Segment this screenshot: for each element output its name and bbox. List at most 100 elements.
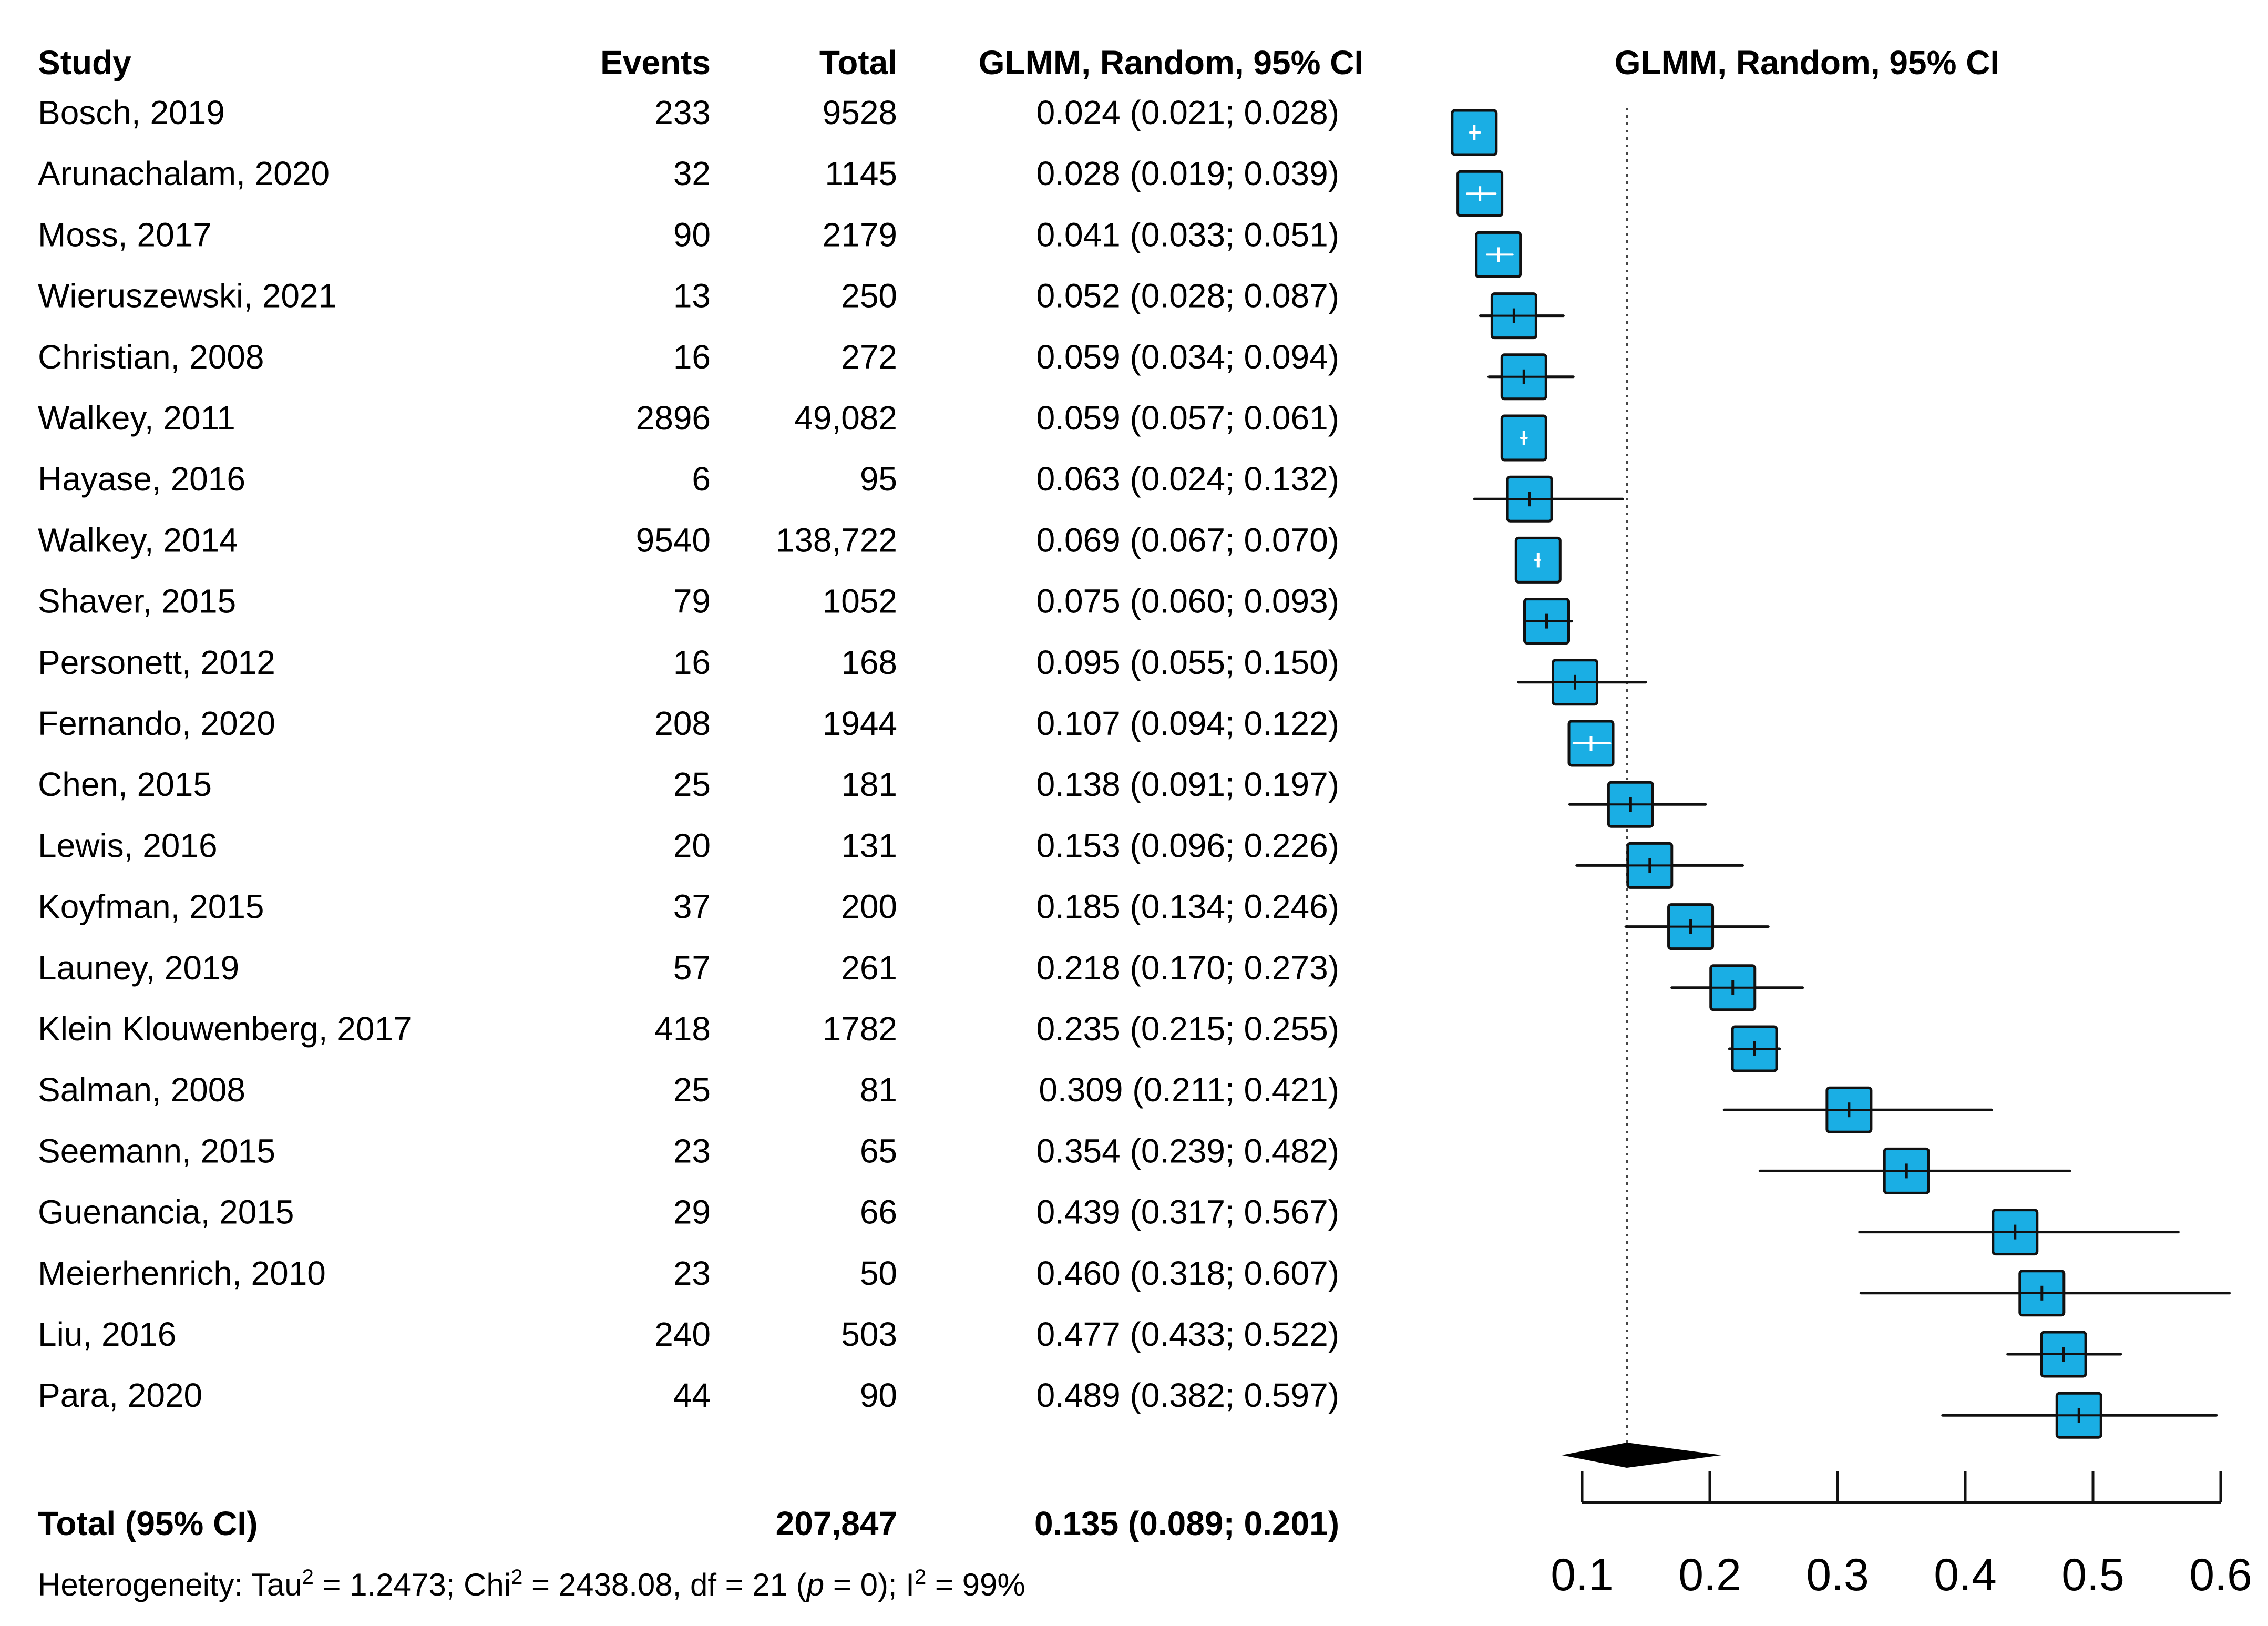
study-mark xyxy=(1517,659,1647,706)
study-events: 79 xyxy=(673,582,711,620)
total-estimate: 0.135 (0.089; 0.201) xyxy=(1034,1505,1339,1542)
study-estimate: 0.138 (0.091; 0.197) xyxy=(1036,765,1339,803)
study-events: 57 xyxy=(673,949,711,987)
study-events: 13 xyxy=(673,277,711,315)
study-total: 2179 xyxy=(823,216,897,253)
x-axis-tick-label: 0.6 xyxy=(2189,1550,2252,1600)
study-total: 250 xyxy=(841,277,897,315)
study-mark xyxy=(1624,903,1770,950)
study-name: Launey, 2019 xyxy=(38,949,239,987)
study-total: 1782 xyxy=(823,1010,897,1048)
study-events: 2896 xyxy=(636,399,711,437)
study-estimate: 0.439 (0.317; 0.567) xyxy=(1036,1193,1339,1231)
study-name: Arunachalam, 2020 xyxy=(38,155,330,192)
study-mark xyxy=(1514,536,1562,584)
study-mark xyxy=(1575,842,1744,889)
study-name: Meierhenrich, 2010 xyxy=(38,1254,326,1292)
study-total: 9528 xyxy=(823,94,897,131)
study-name: Liu, 2016 xyxy=(38,1315,176,1353)
study-estimate: 0.218 (0.170; 0.273) xyxy=(1036,949,1339,987)
study-total: 81 xyxy=(860,1071,897,1109)
total-count: 207,847 xyxy=(776,1505,897,1542)
table-row: Launey, 2019 57 261 0.218 (0.170; 0.273) xyxy=(38,949,1339,987)
table-row: Walkey, 2011 2896 49,082 0.059 (0.057; 0.06… xyxy=(38,399,1339,437)
heterogeneity-text: Heterogeneity: Tau2 = 1.2473; Chi2 = 243… xyxy=(38,1566,1025,1602)
study-name: Klein Klouwenberg, 2017 xyxy=(38,1010,412,1048)
study-events: 6 xyxy=(692,460,711,498)
study-estimate: 0.477 (0.433; 0.522) xyxy=(1036,1315,1339,1353)
table-row: Personett, 2012 16 168 0.095 (0.055; 0.150) xyxy=(38,643,1339,681)
study-estimate: 0.489 (0.382; 0.597) xyxy=(1036,1376,1339,1414)
table-row: Bosch, 2019 233 9528 0.024 (0.021; 0.028) xyxy=(38,94,1339,131)
study-name: Para, 2020 xyxy=(38,1376,202,1414)
plot-title: GLMM, Random, 95% CI xyxy=(1615,44,2000,81)
table-row: Walkey, 2014 9540 138,722 0.069 (0.067; 0.0… xyxy=(38,521,1339,559)
study-mark xyxy=(1670,964,1804,1011)
table-row: Fernando, 2020 208 1944 0.107 (0.094; 0.122… xyxy=(38,704,1339,742)
study-name: Walkey, 2014 xyxy=(38,521,238,559)
study-name: Moss, 2017 xyxy=(38,216,212,253)
study-name: Personett, 2012 xyxy=(38,643,275,681)
study-total: 50 xyxy=(860,1254,897,1292)
study-estimate: 0.107 (0.094; 0.122) xyxy=(1036,704,1339,742)
study-estimate: 0.024 (0.021; 0.028) xyxy=(1036,94,1339,131)
study-mark xyxy=(1758,1147,2071,1194)
table-row: Lewis, 2016 20 131 0.153 (0.096; 0.226) xyxy=(38,826,1339,864)
study-name: Wieruszewski, 2021 xyxy=(38,277,337,315)
study-name: Seemann, 2015 xyxy=(38,1132,275,1170)
study-mark xyxy=(1487,353,1575,401)
study-events: 25 xyxy=(673,765,711,803)
study-events: 90 xyxy=(673,216,711,253)
study-name: Lewis, 2016 xyxy=(38,826,218,864)
study-mark xyxy=(1451,109,1498,156)
study-total: 261 xyxy=(841,949,897,987)
study-mark xyxy=(1567,720,1615,767)
header-total: Total xyxy=(819,44,897,81)
study-estimate: 0.069 (0.067; 0.070) xyxy=(1036,521,1339,559)
study-name: Bosch, 2019 xyxy=(38,94,225,131)
table-row: Koyfman, 2015 37 200 0.185 (0.134; 0.246) xyxy=(38,888,1339,926)
study-estimate: 0.153 (0.096; 0.226) xyxy=(1036,826,1339,864)
table-row: Seemann, 2015 23 65 0.354 (0.239; 0.482) xyxy=(38,1132,1339,1170)
study-mark xyxy=(1941,1392,2218,1439)
x-axis-tick-label: 0.4 xyxy=(1934,1550,1997,1600)
study-mark xyxy=(1456,170,1504,217)
study-total: 181 xyxy=(841,765,897,803)
study-mark xyxy=(2006,1331,2122,1378)
study-mark xyxy=(1722,1086,1994,1133)
study-estimate: 0.059 (0.057; 0.061) xyxy=(1036,399,1339,437)
study-mark xyxy=(1728,1025,1781,1072)
study-estimate: 0.052 (0.028; 0.087) xyxy=(1036,277,1339,315)
study-name: Chen, 2015 xyxy=(38,765,212,803)
study-total: 503 xyxy=(841,1315,897,1353)
study-total: 1052 xyxy=(823,582,897,620)
table-row: Guenancia, 2015 29 66 0.439 (0.317; 0.567) xyxy=(38,1193,1339,1231)
study-events: 9540 xyxy=(636,521,711,559)
study-estimate: 0.075 (0.060; 0.093) xyxy=(1036,582,1339,620)
x-axis-tick-label: 0.1 xyxy=(1551,1550,1614,1600)
table-row: Hayase, 2016 6 95 0.063 (0.024; 0.132) xyxy=(38,460,1339,498)
table-row: Salman, 2008 25 81 0.309 (0.211; 0.421) xyxy=(38,1071,1339,1109)
study-name: Koyfman, 2015 xyxy=(38,888,264,926)
study-mark xyxy=(1479,292,1565,340)
study-mark xyxy=(1858,1209,2180,1256)
table-row: Para, 2020 44 90 0.489 (0.382; 0.597) xyxy=(38,1376,1339,1414)
study-total: 65 xyxy=(860,1132,897,1170)
table-row: Meierhenrich, 2010 23 50 0.460 (0.318; 0.60… xyxy=(38,1254,1339,1292)
study-name: Christian, 2008 xyxy=(38,338,264,376)
study-mark xyxy=(1473,475,1624,523)
study-events: 208 xyxy=(654,704,711,742)
header-study: Study xyxy=(38,44,131,81)
plot-marks: 0.1 0.2 0.3 0.4 0.5 0.6 xyxy=(1451,108,2252,1600)
study-events: 29 xyxy=(673,1193,711,1231)
study-total: 168 xyxy=(841,643,897,681)
table-row: Chen, 2015 25 181 0.138 (0.091; 0.197) xyxy=(38,765,1339,803)
study-total: 49,082 xyxy=(794,399,897,437)
study-estimate: 0.235 (0.215; 0.255) xyxy=(1036,1010,1339,1048)
table-row: Moss, 2017 90 2179 0.041 (0.033; 0.051) xyxy=(38,216,1339,253)
study-mark xyxy=(1568,781,1707,828)
table-row: Klein Klouwenberg, 2017 418 1782 0.235 (0.2… xyxy=(38,1010,1339,1048)
study-estimate: 0.041 (0.033; 0.051) xyxy=(1036,216,1339,253)
study-estimate: 0.063 (0.024; 0.132) xyxy=(1036,460,1339,498)
